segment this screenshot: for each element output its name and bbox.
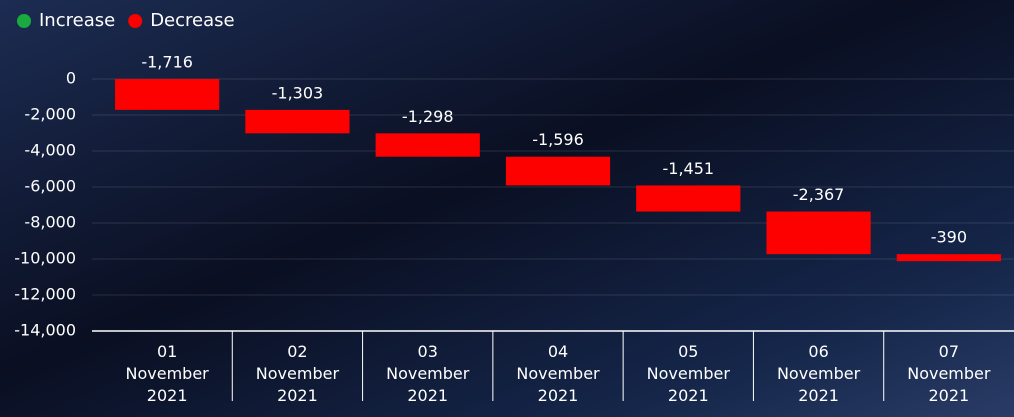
legend-label: Decrease: [150, 10, 234, 31]
bar: [896, 254, 1001, 262]
value-label: -1,298: [402, 107, 454, 126]
y-tick-label: -10,000: [14, 249, 76, 268]
legend-marker: [128, 14, 143, 28]
bar: [766, 211, 871, 255]
y-tick-label: 0: [66, 69, 76, 88]
x-tick-label: 06 November 2021: [777, 342, 861, 405]
value-label: -390: [931, 228, 967, 247]
value-label: -1,303: [272, 83, 324, 102]
x-tick-label: 03 November 2021: [386, 342, 470, 405]
bar: [505, 156, 611, 186]
y-tick-label: -4,000: [24, 141, 76, 160]
bar: [636, 185, 741, 212]
x-tick-label: 04 November 2021: [516, 342, 600, 405]
bar: [245, 109, 350, 134]
y-tick-label: -12,000: [14, 285, 76, 304]
x-tick-label: 01 November 2021: [126, 342, 210, 405]
value-label: -1,596: [532, 130, 584, 149]
value-label: -2,367: [793, 185, 845, 204]
x-tick-label: 07 November 2021: [907, 342, 991, 405]
legend-label: Increase: [39, 10, 115, 31]
bar: [115, 79, 220, 110]
value-label: -1,451: [662, 159, 714, 178]
x-tick-label: 02 November 2021: [256, 342, 340, 405]
value-label: -1,716: [141, 53, 193, 72]
y-tick-label: -2,000: [24, 105, 76, 124]
y-tick-label: -8,000: [24, 213, 76, 232]
x-tick-label: 05 November 2021: [647, 342, 731, 405]
bar: [375, 133, 480, 157]
y-tick-label: -6,000: [24, 177, 76, 196]
legend-marker: [17, 14, 31, 28]
y-tick-label: -14,000: [14, 321, 76, 340]
